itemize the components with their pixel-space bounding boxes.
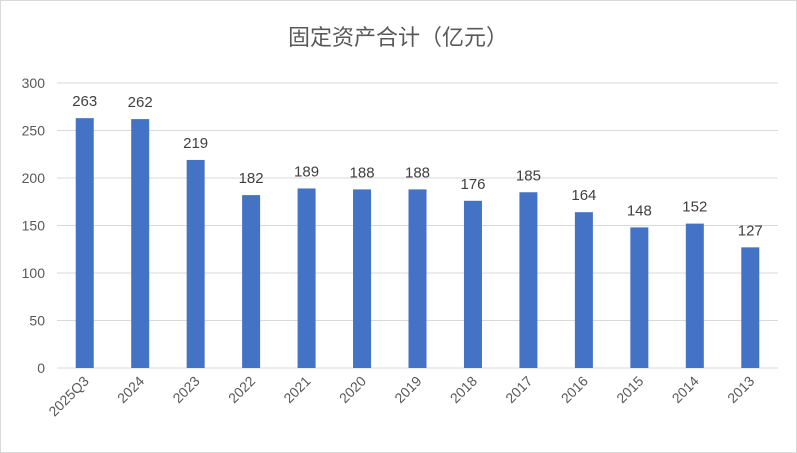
x-tick-label: 2021 [280,373,313,406]
x-axis-ticks: 2025Q3 2024 2023 2022 2021 2020 2019 2018 2017 20… [45,373,757,420]
x-tick-label: 2025Q3 [45,373,92,420]
x-tick-label: 2016 [558,373,591,406]
data-label: 262 [128,94,153,111]
y-tick-label: 0 [37,360,45,376]
data-label: 188 [350,164,375,181]
bar [574,212,593,368]
y-tick-label: 200 [22,170,46,186]
data-label: 189 [294,163,319,180]
data-label: 219 [183,135,208,152]
bar [685,223,704,368]
bar [186,159,205,368]
data-label: 152 [682,199,707,216]
bar [463,200,482,368]
x-tick-label: 2013 [724,373,757,406]
x-tick-label: 2015 [613,373,646,406]
y-tick-label: 250 [22,123,46,139]
x-tick-label: 2024 [114,373,147,406]
bar [75,118,94,369]
x-tick-label: 2017 [502,373,535,406]
data-label: 148 [627,202,652,219]
bar [242,195,261,368]
bar [630,227,649,368]
y-tick-label: 50 [29,313,45,329]
x-tick-label: 2022 [225,373,258,406]
x-tick-label: 2020 [336,373,369,406]
bar [519,192,538,368]
bar [353,189,372,368]
data-label: 127 [738,222,763,239]
bar [741,247,760,368]
data-label: 188 [405,164,430,181]
y-tick-label: 100 [22,265,46,281]
y-tick-label: 150 [22,218,46,234]
y-tick-label: 300 [22,75,46,91]
data-labels: 263 262 219 182 189 188 188 176 185 164 148 152 127 [72,93,763,239]
bars [75,118,760,369]
data-label: 182 [239,170,264,187]
data-label: 164 [571,187,596,204]
data-label: 263 [72,93,97,110]
x-tick-label: 2023 [169,373,202,406]
x-tick-label: 2014 [669,373,702,406]
x-tick-label: 2018 [447,373,480,406]
bar [131,119,150,368]
bar [408,189,427,368]
data-label: 185 [516,167,541,184]
bar [297,188,316,368]
data-label: 176 [460,176,485,193]
x-tick-label: 2019 [391,373,424,406]
y-axis-ticks: 0 50 100 150 200 250 300 [22,75,46,376]
chart-title: 固定资产合计（亿元） [288,26,508,51]
